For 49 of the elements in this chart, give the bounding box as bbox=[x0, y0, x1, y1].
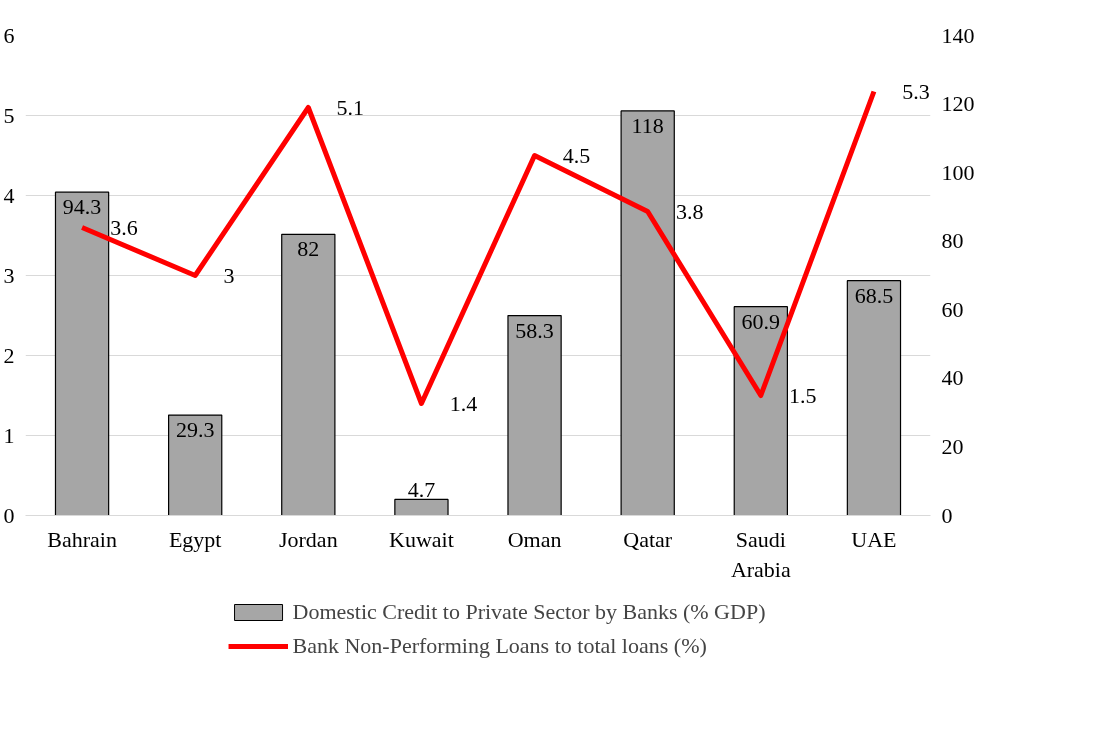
x-tick-label: Qatar bbox=[623, 526, 673, 552]
y2-tick-label: 40 bbox=[941, 365, 964, 391]
data-label: 82 bbox=[297, 236, 320, 262]
data-label: 68.5 bbox=[854, 282, 894, 308]
y2-tick-label: 120 bbox=[941, 91, 975, 117]
data-label: 1.5 bbox=[789, 382, 817, 408]
x-tick-label: UAE bbox=[851, 526, 897, 552]
y2-tick-label: 60 bbox=[941, 296, 964, 322]
y-tick-label: 6 bbox=[3, 22, 15, 48]
x-tick-label: Saudi Arabia bbox=[730, 526, 791, 582]
x-tick-label: Egypt bbox=[168, 526, 222, 552]
bar bbox=[620, 110, 675, 516]
bar bbox=[54, 191, 110, 516]
y-tick-label: 5 bbox=[3, 102, 15, 128]
data-label: 3 bbox=[223, 262, 235, 288]
y2-tick-label: 80 bbox=[941, 228, 964, 254]
x-tick-label: Kuwait bbox=[389, 526, 454, 552]
y2-tick-label: 0 bbox=[941, 502, 953, 528]
bar bbox=[281, 233, 336, 516]
y2-tick-label: 140 bbox=[941, 22, 975, 48]
data-label: 29.3 bbox=[175, 417, 215, 443]
x-tick-label: Bahrain bbox=[47, 526, 117, 552]
y-tick-label: 3 bbox=[3, 262, 15, 288]
legend-label: Domestic Credit to Private Sector by Banks (% GDP) bbox=[292, 599, 766, 625]
data-label: 4.7 bbox=[407, 477, 436, 503]
data-label: 4.5 bbox=[562, 142, 591, 168]
x-tick-label: Oman bbox=[507, 526, 562, 552]
bar bbox=[507, 315, 562, 516]
data-label: 5.1 bbox=[336, 94, 365, 120]
data-label: 118 bbox=[631, 112, 664, 138]
data-label: 5.3 bbox=[902, 78, 930, 104]
data-label: 94.3 bbox=[62, 194, 102, 220]
bar bbox=[168, 414, 223, 516]
bar bbox=[394, 498, 449, 516]
data-label: 3.6 bbox=[110, 214, 138, 240]
y-tick-label: 0 bbox=[3, 502, 15, 528]
y-tick-label: 2 bbox=[3, 342, 15, 368]
bar bbox=[846, 280, 902, 516]
bar bbox=[733, 306, 788, 516]
data-label: 1.4 bbox=[449, 390, 478, 416]
data-label: 60.9 bbox=[741, 308, 781, 334]
y2-tick-label: 100 bbox=[941, 159, 975, 185]
x-tick-label: Jordan bbox=[278, 526, 338, 552]
y-tick-label: 4 bbox=[3, 182, 15, 208]
data-label: 3.8 bbox=[675, 198, 704, 224]
legend-label: Bank Non-Performing Loans to total loans (%) bbox=[292, 633, 707, 659]
y-tick-label: 1 bbox=[3, 422, 15, 448]
data-label: 58.3 bbox=[515, 317, 554, 343]
y2-tick-label: 20 bbox=[941, 433, 964, 459]
